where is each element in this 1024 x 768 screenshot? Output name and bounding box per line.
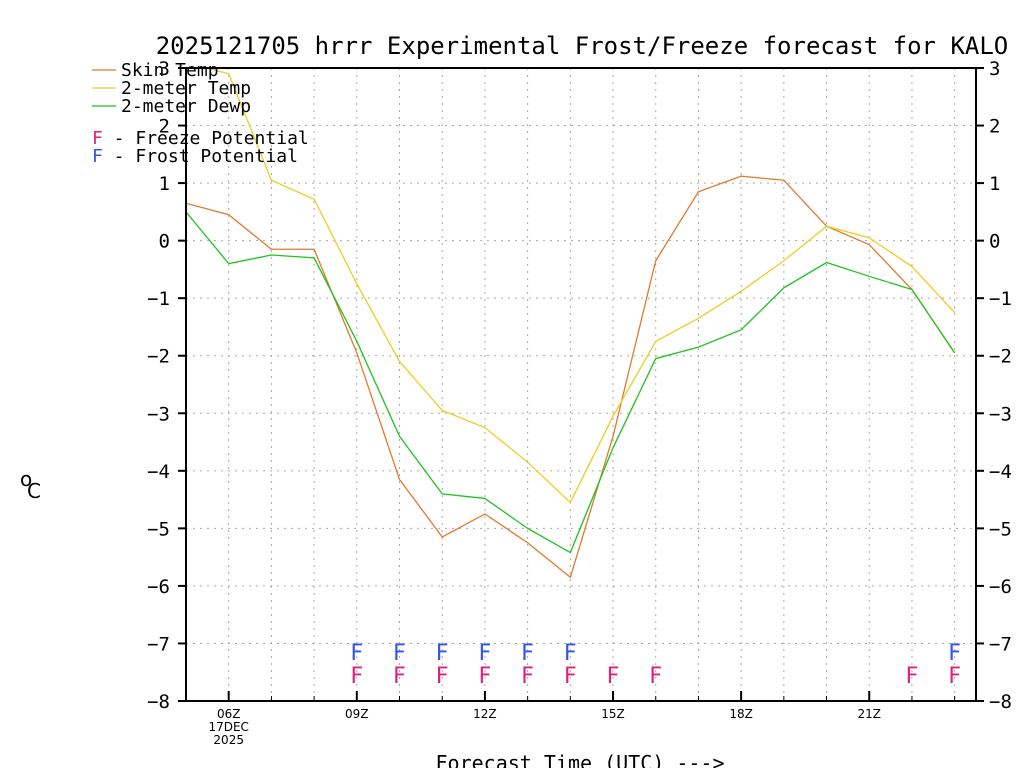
freeze-flag: F <box>607 664 620 689</box>
frost-flag: F <box>393 641 406 666</box>
legend-label: 2-meter Dewp <box>121 96 251 117</box>
x-tick-label: 15Z <box>601 707 625 721</box>
y-tick-label-left: −2 <box>147 346 170 368</box>
frost-flag: F <box>521 641 534 666</box>
x-tick-label: 12Z <box>473 707 497 721</box>
y-tick-label-left: −3 <box>147 403 170 425</box>
legend-freeze-symbol: F <box>92 128 103 149</box>
x-tick-label: 17DEC <box>208 720 248 734</box>
potential-flags: F F F F F F FF F F F F F F F F F <box>350 641 960 689</box>
y-tick-label-right: 2 <box>989 116 1000 138</box>
y-tick-label-right: 1 <box>989 173 1000 195</box>
series-line-2-meter-temp <box>204 68 956 504</box>
y-tick-label-left: −8 <box>147 691 170 713</box>
y-tick-label-left: 0 <box>159 231 170 253</box>
y-axis-label-degree: o <box>20 467 32 491</box>
frost-flag: F <box>564 641 577 666</box>
legend-frost: F - Frost Potential <box>92 146 298 167</box>
y-tick-label-left: 2 <box>159 116 170 138</box>
freeze-flag: F <box>436 664 449 689</box>
frost-flag: F <box>436 641 449 666</box>
y-axis-label: o C <box>20 467 41 503</box>
legend-freeze: F - Freeze Potential <box>92 128 309 149</box>
y-axis-label-unit: C <box>27 479 41 503</box>
frost-flag: F <box>948 641 961 666</box>
y-tick-label-left: −4 <box>147 461 170 483</box>
freeze-flag: F <box>350 664 363 689</box>
series-line-2-meter-dewp <box>186 211 956 554</box>
series-layer <box>186 68 956 579</box>
y-tick-label-right: 0 <box>989 231 1000 253</box>
freeze-flag: F <box>393 664 406 689</box>
legend-label: 2-meter Temp <box>121 78 251 99</box>
x-tick-label: 18Z <box>729 707 753 721</box>
y-tick-label-left: 3 <box>159 58 170 80</box>
chart-title: 2025121705 hrrr Experimental Frost/Freez… <box>156 32 1009 60</box>
y-tick-label-right: −6 <box>989 576 1012 598</box>
x-tick-label: 2025 <box>213 733 244 747</box>
y-tick-label-left: −7 <box>147 633 170 655</box>
y-tick-label-right: −8 <box>989 691 1012 713</box>
y-tick-label-left: −5 <box>147 518 170 540</box>
x-axis-label: Forecast Time (UTC) ---> <box>436 751 725 768</box>
y-tick-label-right: −1 <box>989 288 1012 310</box>
axes: 3 3 2 2 1 1 0 0 −1 −1 −2 −2 −3 −3 −4 −4 −5 −5 −6 −6 −7 −7 −8 −8… <box>147 58 1012 747</box>
y-tick-label-right: −5 <box>989 518 1012 540</box>
freeze-flag: F <box>948 664 961 689</box>
legend-freeze-text: - Freeze Potential <box>103 128 309 149</box>
freeze-flag: F <box>649 664 662 689</box>
y-tick-label-right: 3 <box>989 58 1000 80</box>
freeze-flag: F <box>479 664 492 689</box>
y-tick-label-left: 1 <box>159 173 170 195</box>
y-tick-label-right: −4 <box>989 461 1012 483</box>
y-tick-label-left: −1 <box>147 288 170 310</box>
frost-flag: F <box>479 641 492 666</box>
grid <box>186 68 976 701</box>
x-tick-label: 06Z <box>217 707 241 721</box>
x-tick-label: 21Z <box>857 707 881 721</box>
freeze-flag: F <box>564 664 577 689</box>
x-tick-label: 09Z <box>345 707 369 721</box>
freeze-flag: F <box>906 664 919 689</box>
freeze-flag: F <box>521 664 534 689</box>
y-tick-label-right: −3 <box>989 403 1012 425</box>
plot-frame <box>185 67 977 702</box>
y-tick-label-left: −6 <box>147 576 170 598</box>
frost-flag: F <box>350 641 363 666</box>
y-tick-label-right: −2 <box>989 346 1012 368</box>
legend-frost-symbol: F <box>92 146 103 167</box>
legend-frost-text: - Frost Potential <box>103 146 298 167</box>
y-tick-label-right: −7 <box>989 633 1012 655</box>
legend-label: Skin Temp <box>121 60 219 81</box>
